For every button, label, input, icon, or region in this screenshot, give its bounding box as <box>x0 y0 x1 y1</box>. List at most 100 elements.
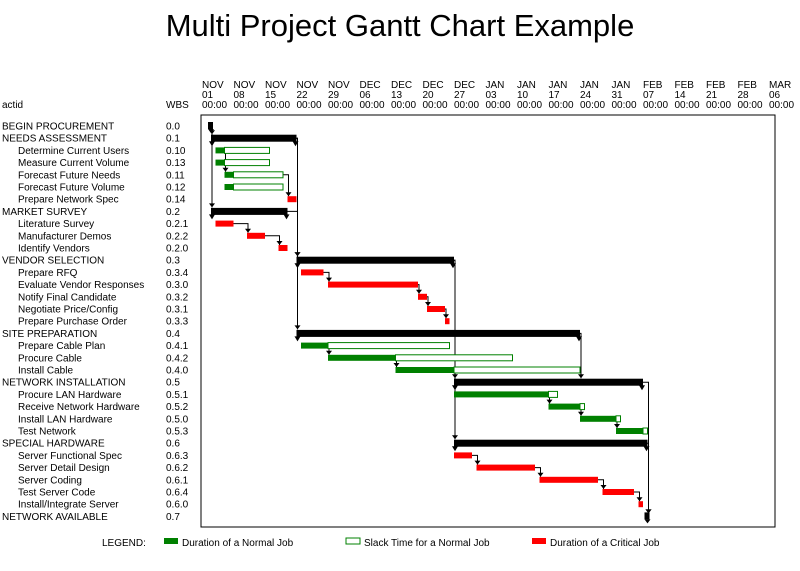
link-arrowhead <box>614 424 620 428</box>
legend-item-label: Duration of a Normal Job <box>182 538 294 549</box>
task-wbs-label: 0.3.4 <box>166 268 189 279</box>
legend-item-label: Slack Time for a Normal Job <box>364 538 490 549</box>
task-wbs-label: 0.5.1 <box>166 390 189 401</box>
tick-label-time: 00:00 <box>328 100 353 111</box>
normal-job-bar <box>215 147 225 154</box>
tick-label-month: JAN <box>612 80 631 91</box>
slack-bar <box>327 342 450 350</box>
task-wbs-label: 0.10 <box>166 146 186 157</box>
dependency-link <box>454 259 456 440</box>
task-label: Notify Final Candidate <box>18 292 117 303</box>
tick-label-time: 00:00 <box>234 100 259 111</box>
slack-bar <box>453 366 581 374</box>
milestone-pointer <box>644 519 651 524</box>
normal-job-bar <box>548 403 580 410</box>
task-label: Manufacturer Demos <box>18 231 111 242</box>
dependency-link <box>287 210 298 257</box>
tick-label-month: FEB <box>738 80 758 91</box>
tick-label-month: DEC <box>360 80 381 91</box>
tick-label-day: 06 <box>360 90 372 101</box>
tick-label-month: NOV <box>234 80 256 91</box>
critical-job-bar <box>287 196 297 203</box>
tick-label-time: 00:00 <box>549 100 574 111</box>
tick-label-day: 10 <box>517 90 529 101</box>
summary-end-marker <box>450 263 456 269</box>
task-label: Receive Network Hardware <box>18 402 140 413</box>
tick-label-time: 00:00 <box>675 100 700 111</box>
tick-label-month: JAN <box>517 80 536 91</box>
tick-label-day: 15 <box>265 90 277 101</box>
task-label: SPECIAL HARDWARE <box>2 439 105 450</box>
task-label: Prepare Purchase Order <box>18 317 128 328</box>
task-wbs-label: 0.12 <box>166 183 186 194</box>
summary-bar <box>296 329 580 337</box>
task-wbs-label: 0.5.3 <box>166 427 189 438</box>
task-wbs-label: 0.6.3 <box>166 451 189 462</box>
link-arrowhead <box>425 302 431 306</box>
tick-label-day: 13 <box>391 90 403 101</box>
slack-bar <box>579 403 585 411</box>
tick-label-time: 00:00 <box>517 100 542 111</box>
link-arrowhead <box>645 509 652 514</box>
tick-label-month: DEC <box>423 80 444 91</box>
tick-label-day: 21 <box>706 90 718 101</box>
critical-job-bar <box>301 269 324 276</box>
summary-end-marker <box>639 385 645 391</box>
task-label: Prepare Network Spec <box>18 195 119 206</box>
tick-label-month: NOV <box>202 80 224 91</box>
normal-job-bar <box>215 159 225 166</box>
task-label: SITE PREPARATION <box>2 329 97 340</box>
task-wbs-label: 0.2.0 <box>166 244 189 255</box>
task-wbs-label: 0.5 <box>166 378 180 389</box>
task-label: Install/Integrate Server <box>18 500 119 511</box>
task-label: Literature Survey <box>18 219 94 230</box>
task-label: BEGIN PROCUREMENT <box>2 122 114 133</box>
task-label: Forecast Future Volume <box>18 183 125 194</box>
link-arrowhead <box>636 497 643 502</box>
tick-label-time: 00:00 <box>580 100 605 111</box>
tick-label-day: 22 <box>297 90 309 101</box>
task-wbs-label: 0.14 <box>166 195 186 206</box>
task-wbs-label: 0.4.2 <box>166 353 189 364</box>
tick-label-month: FEB <box>643 80 663 91</box>
link-arrowhead <box>578 374 584 379</box>
link-arrowhead <box>326 277 332 282</box>
critical-job-bar <box>427 306 445 312</box>
task-label: Server Detail Design <box>18 463 110 474</box>
slack-bar <box>233 171 284 179</box>
task-wbs-label: 0.3.2 <box>166 292 189 303</box>
task-wbs-label: 0.2 <box>166 207 180 218</box>
milestone-marker <box>208 122 213 129</box>
tick-label-month: NOV <box>328 80 350 91</box>
critical-job-bar <box>328 281 418 288</box>
actid-column-header: actid <box>2 100 23 111</box>
task-label: MARKET SURVEY <box>2 207 88 218</box>
tick-label-month: DEC <box>454 80 475 91</box>
tick-label-day: 29 <box>328 90 340 101</box>
critical-job-bar <box>445 318 450 325</box>
task-label: Server Coding <box>18 475 82 486</box>
task-wbs-label: 0.5.0 <box>166 414 189 425</box>
tick-label-time: 00:00 <box>454 100 479 111</box>
task-wbs-label: 0.6 <box>166 439 180 450</box>
task-label: NEEDS ASSESSMENT <box>2 134 107 145</box>
task-label: Test Server Code <box>18 488 96 499</box>
tick-label-month: JAN <box>486 80 505 91</box>
link-arrowhead <box>416 289 422 294</box>
task-wbs-label: 0.3 <box>166 256 180 267</box>
tick-label-time: 00:00 <box>769 100 794 111</box>
tick-label-day: 03 <box>486 90 498 101</box>
task-label: VENDOR SELECTION <box>2 256 104 267</box>
summary-bar <box>454 378 643 386</box>
task-label: Procure LAN Hardware <box>18 390 122 401</box>
task-wbs-label: 0.13 <box>166 158 186 169</box>
dependency-link <box>233 223 249 233</box>
task-wbs-label: 0.6.1 <box>166 475 189 486</box>
tick-label-day: 24 <box>580 90 592 101</box>
link-arrowhead <box>285 192 292 197</box>
link-arrowhead <box>393 363 400 367</box>
task-wbs-label: 0.7 <box>166 512 180 523</box>
task-wbs-label: 0.3.0 <box>166 280 189 291</box>
task-wbs-label: 0.0 <box>166 122 180 133</box>
tick-label-time: 00:00 <box>486 100 511 111</box>
